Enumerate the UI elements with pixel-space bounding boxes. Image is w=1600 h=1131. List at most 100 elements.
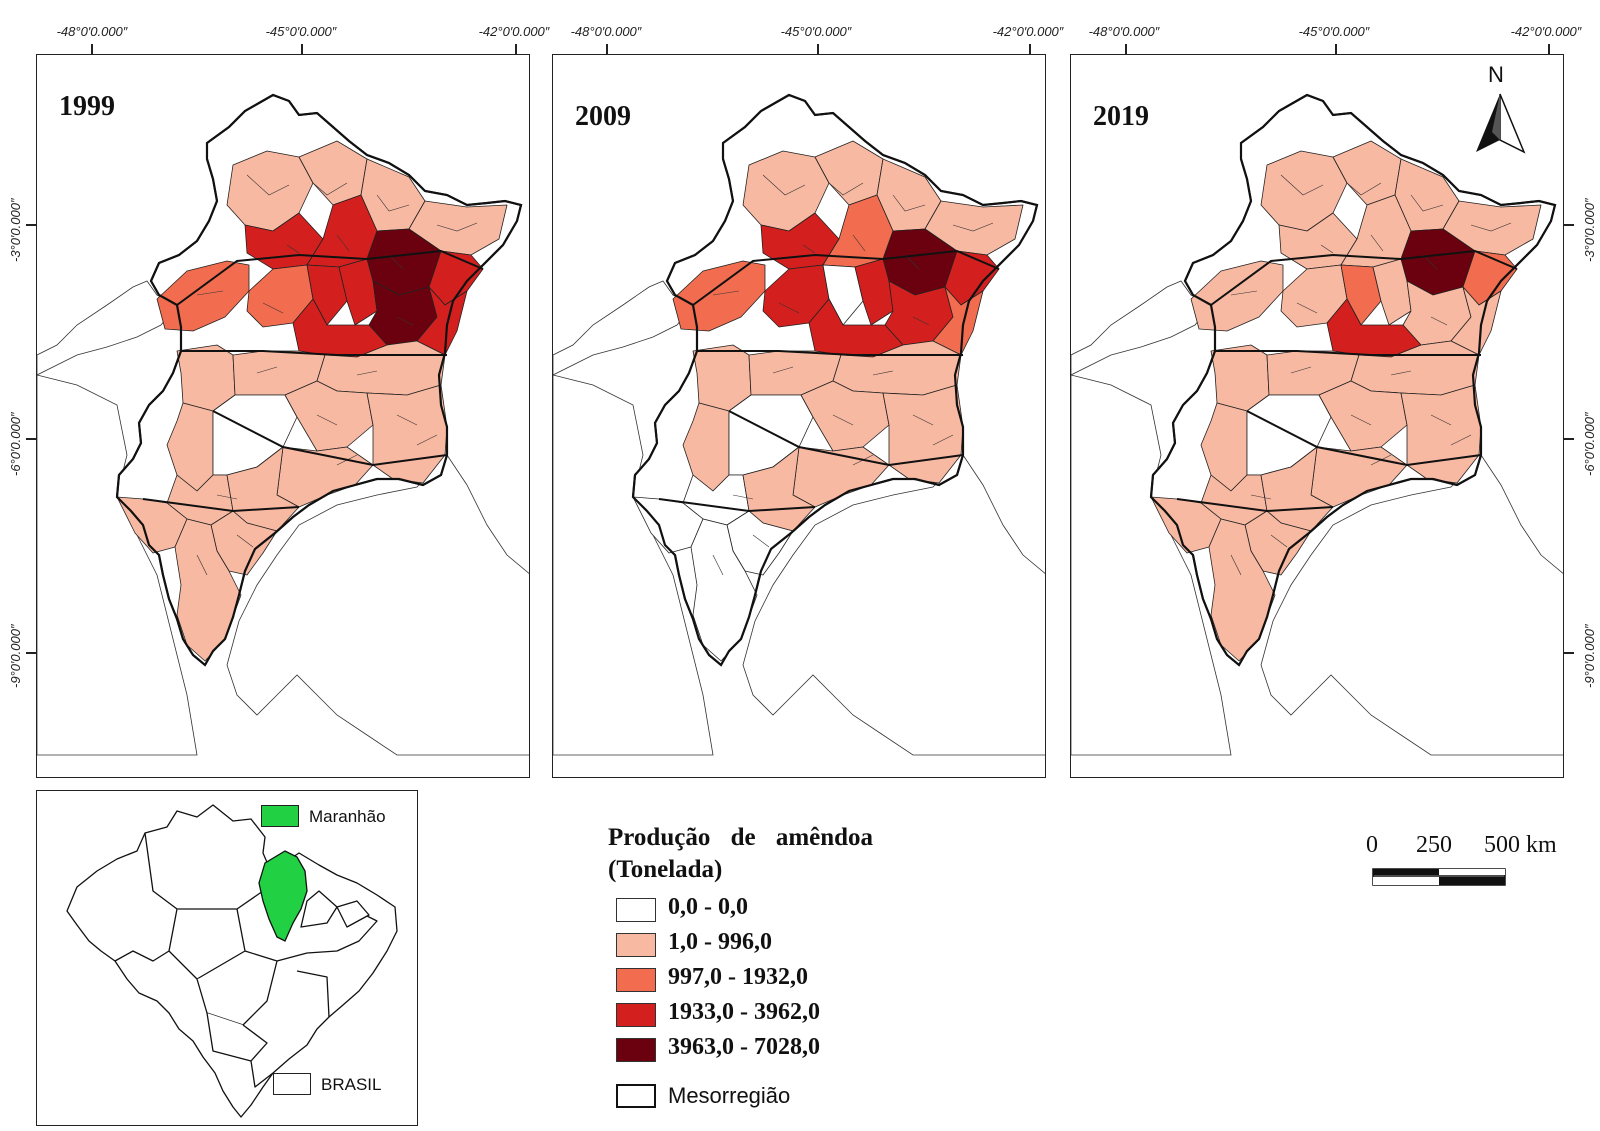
legend-unit: (Tonelada) <box>608 856 723 883</box>
municipal-border <box>1430 414 1452 426</box>
map-2009 <box>553 93 1045 756</box>
mesoregion-border <box>1246 410 1482 467</box>
municipal-border <box>1280 174 1324 196</box>
brazil-outline <box>66 804 398 1118</box>
municipality-region <box>822 264 864 326</box>
north-arrow-icon <box>1476 93 1526 154</box>
neighbor-state <box>1071 374 1232 756</box>
legend-swatch <box>616 1003 656 1027</box>
mesoregion-border <box>1210 249 1518 306</box>
municipal-border <box>762 174 806 196</box>
legend-item: 997,0 - 1932,0 <box>608 962 873 997</box>
grid-label-lat: -3°0′0.000″ <box>8 198 23 262</box>
neighbor-state <box>553 280 694 376</box>
mesoregion-border <box>142 498 300 513</box>
grid-label-lon: -42°0′0.000″ <box>992 24 1064 39</box>
legend-swatch <box>616 898 656 922</box>
municipal-border <box>932 434 954 446</box>
mesoregion-border <box>692 249 1000 306</box>
municipality-region <box>882 384 964 484</box>
municipal-border <box>1230 554 1242 576</box>
north-label: N <box>1488 62 1504 87</box>
legend-item-label: 3963,0 - 7028,0 <box>668 1034 820 1060</box>
mesorregiao-label: Mesorregião <box>668 1083 791 1108</box>
municipality-region <box>1450 286 1502 356</box>
brasil-legend-swatch <box>273 1073 311 1095</box>
mesorregiao-swatch <box>616 1084 656 1108</box>
municipal-border <box>912 414 934 426</box>
municipal-border <box>262 302 284 314</box>
municipal-border <box>1270 534 1288 548</box>
grid-label-lon: -48°0′0.000″ <box>570 24 642 39</box>
municipal-border <box>752 534 770 548</box>
state-border <box>1149 93 1557 667</box>
municipal-border <box>1250 494 1272 500</box>
neighbor-state <box>226 454 529 756</box>
municipality-region <box>306 264 348 326</box>
municipal-border <box>1290 366 1312 374</box>
municipal-border <box>1470 222 1512 232</box>
panel-year-label: 1999 <box>59 91 115 122</box>
legend-item-label: 997,0 - 1932,0 <box>668 964 808 990</box>
municipal-border <box>246 174 290 196</box>
municipal-border <box>1370 234 1384 252</box>
state-border <box>115 93 523 667</box>
legend-item: 1,0 - 996,0 <box>608 927 873 962</box>
mesoregion-border <box>658 498 816 513</box>
mesoregion-border <box>176 249 484 306</box>
legend: Produção de amêndoa (Tonelada) 0,0 - 0,0… <box>608 822 873 1067</box>
grid-label-lon: -48°0′0.000″ <box>1088 24 1160 39</box>
municipal-border <box>712 554 724 576</box>
legend-item-label: 1,0 - 996,0 <box>668 929 772 955</box>
municipal-border <box>1410 194 1444 212</box>
municipal-border <box>1430 316 1448 326</box>
municipal-border <box>1320 244 1334 254</box>
grid-label-lat: -6°0′0.000″ <box>8 412 23 476</box>
municipal-border <box>772 366 794 374</box>
mesoregion-border <box>728 410 964 467</box>
map-panel-2019: 2019 <box>1070 54 1564 778</box>
municipal-border <box>1296 302 1318 314</box>
legend-item: 0,0 - 0,0 <box>608 892 873 927</box>
mesoregion-border <box>212 410 448 467</box>
panel-year-label: 2019 <box>1093 101 1149 132</box>
municipal-border <box>952 222 994 232</box>
map-panel-2009: 2009 <box>552 54 1046 778</box>
legend-title: Produção de amêndoa <box>608 824 874 851</box>
municipal-border <box>832 414 854 426</box>
neighbor-state <box>1260 454 1563 756</box>
scale-label-500: 500 km <box>1484 832 1557 858</box>
municipal-border <box>416 434 438 446</box>
municipal-border <box>376 194 410 212</box>
municipality-region <box>416 286 468 356</box>
neighbor-state <box>37 374 198 756</box>
municipal-border <box>336 234 350 252</box>
legend-item-label: 0,0 - 0,0 <box>668 894 748 920</box>
municipal-border <box>286 244 300 254</box>
grid-label-lat: -3°0′0.000″ <box>1582 198 1597 262</box>
map-2019 <box>1071 93 1563 756</box>
municipal-border <box>828 182 864 196</box>
mesoregion-border <box>181 350 447 356</box>
maranhao-legend-label: Maranhão <box>309 807 386 826</box>
maranhao-legend-swatch <box>261 805 299 827</box>
municipal-border <box>1350 414 1372 426</box>
brasil-legend-label: BRASIL <box>321 1075 382 1094</box>
municipal-border <box>872 370 894 376</box>
municipal-border <box>912 316 930 326</box>
mesoregion-border <box>1215 350 1481 356</box>
map-panel-1999: 1999 <box>36 54 530 778</box>
neighbor-state <box>37 280 178 376</box>
grid-label-lat: -9°0′0.000″ <box>8 624 23 688</box>
municipal-border <box>216 494 238 500</box>
neighbor-state <box>553 374 714 756</box>
grid-label-lon: -42°0′0.000″ <box>478 24 550 39</box>
neighbor-state <box>742 454 1045 756</box>
neighbor-state <box>1071 280 1212 376</box>
municipality-region <box>932 286 984 356</box>
grid-label-lon: -45°0′0.000″ <box>780 24 852 39</box>
grid-label-lon: -45°0′0.000″ <box>265 24 337 39</box>
map-1999 <box>37 93 529 756</box>
mesoregion-border <box>1176 498 1334 513</box>
municipal-border <box>436 222 478 232</box>
